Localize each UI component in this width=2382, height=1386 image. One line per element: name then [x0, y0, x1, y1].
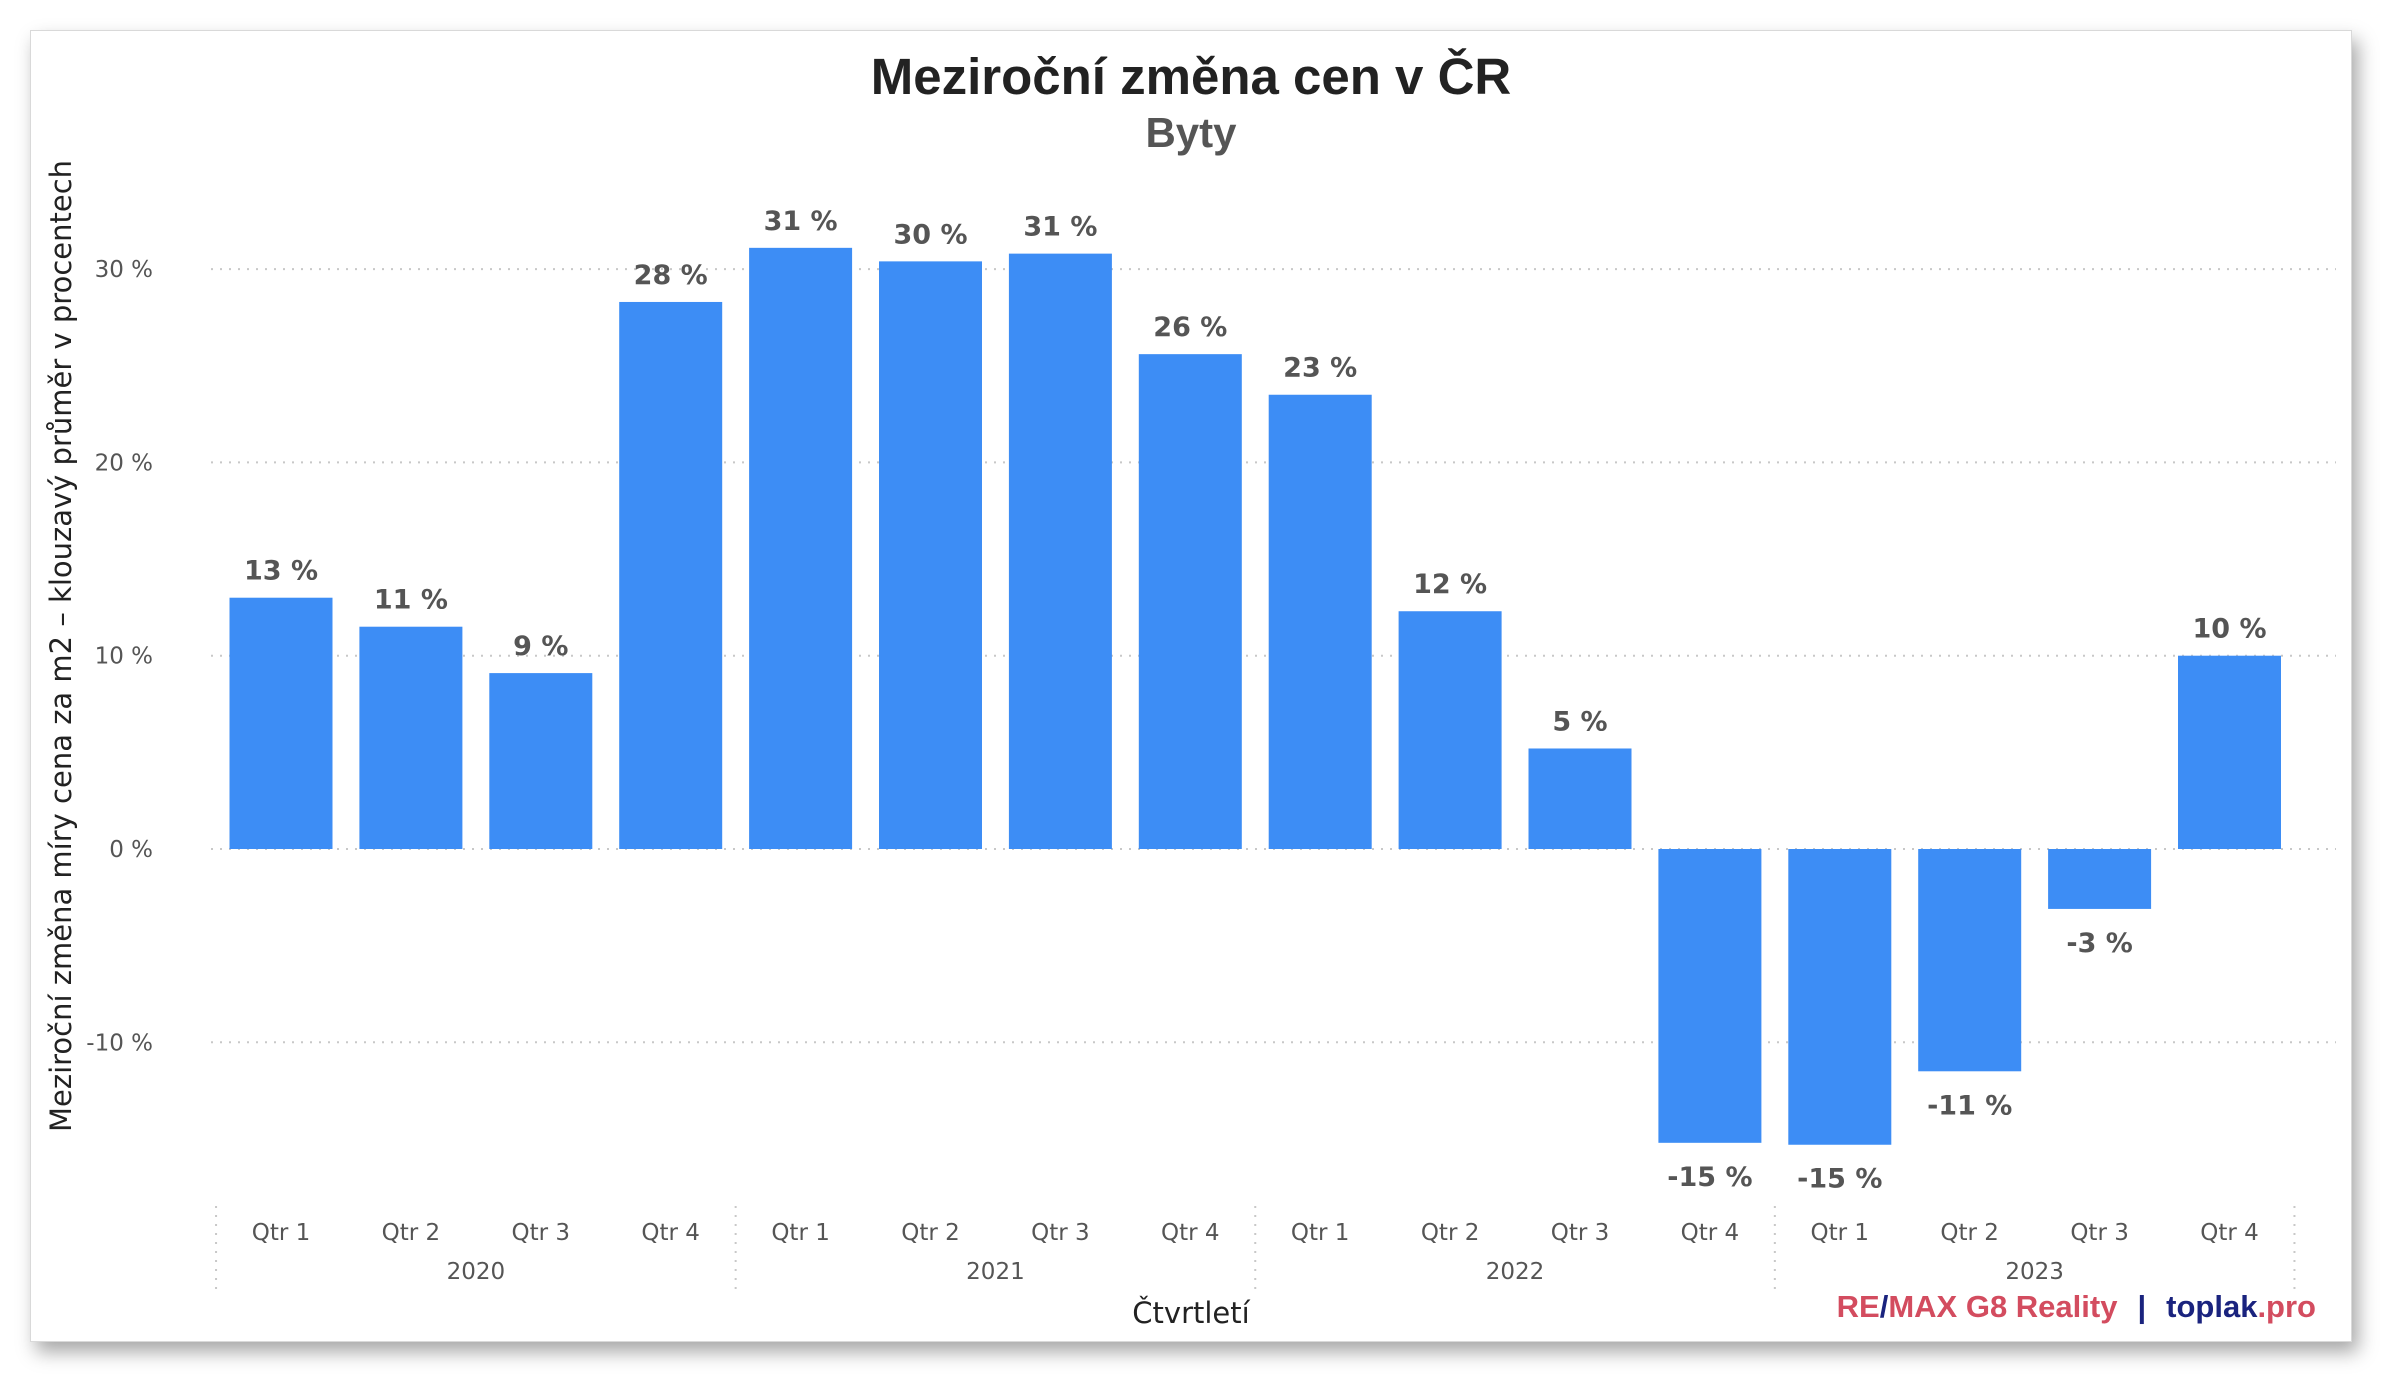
- data-label: 30 %: [893, 219, 967, 250]
- data-labels: 13 % 11 % 9 % 28 % 31 % 30 % 31 % 26 % 23 % 12 % 5…: [244, 206, 2267, 1195]
- chart-title: Meziroční změna cen v ČR: [871, 47, 1512, 105]
- data-label: 13 %: [244, 556, 318, 587]
- bar[interactable]: [1138, 354, 1242, 849]
- bar[interactable]: [1918, 849, 2022, 1072]
- bars: [229, 247, 2281, 1145]
- x-tick-quarter: Qtr 3: [512, 1220, 571, 1246]
- data-label: 31 %: [764, 206, 838, 237]
- bar-chart: Meziroční změna cen v ČR Byty 30 % 20 % 10…: [44, 47, 2336, 1330]
- data-label: 23 %: [1283, 353, 1357, 384]
- data-label: 11 %: [374, 585, 448, 616]
- x-tick-quarter: Qtr 2: [901, 1220, 960, 1246]
- x-tick-quarter: Qtr 1: [771, 1220, 830, 1246]
- bar[interactable]: [1658, 849, 1762, 1143]
- bar[interactable]: [229, 597, 333, 849]
- x-tick-quarter: Qtr 3: [1031, 1220, 1090, 1246]
- y-tick-label: 0 %: [109, 837, 153, 863]
- y-axis-title: Meziroční změna míry cena za m2 – klouza…: [44, 160, 78, 1132]
- bar[interactable]: [359, 626, 463, 849]
- data-label: -15 %: [1667, 1162, 1752, 1193]
- y-tick-label: 30 %: [95, 257, 153, 283]
- bar[interactable]: [879, 261, 982, 849]
- x-tick-quarter: Qtr 4: [641, 1220, 700, 1246]
- x-tick-year: 2022: [1486, 1259, 1545, 1285]
- bar[interactable]: [1788, 849, 1892, 1145]
- data-label: 26 %: [1153, 312, 1227, 343]
- bar[interactable]: [619, 301, 723, 849]
- x-tick-year: 2023: [2005, 1259, 2064, 1285]
- bar[interactable]: [749, 247, 853, 849]
- data-label: 9 %: [513, 631, 568, 662]
- bar[interactable]: [1528, 748, 1632, 849]
- x-tick-quarter: Qtr 2: [1421, 1220, 1480, 1246]
- x-tick-quarter: Qtr 4: [1161, 1220, 1220, 1246]
- bar[interactable]: [1268, 394, 1372, 849]
- x-tick-quarter: Qtr 4: [2200, 1220, 2259, 1246]
- y-tick-label: -10 %: [86, 1030, 153, 1056]
- x-tick-quarter: Qtr 3: [1551, 1220, 1610, 1246]
- x-tick-quarter: Qtr 3: [2070, 1220, 2129, 1246]
- credit-remax-re: RE: [1837, 1289, 1880, 1324]
- data-label: -3 %: [2066, 928, 2132, 959]
- x-tick-quarter: Qtr 1: [1811, 1220, 1870, 1246]
- x-tick-year: 2021: [966, 1259, 1025, 1285]
- x-axis-title: Čtvrtletí: [1132, 1296, 1250, 1330]
- bar[interactable]: [489, 673, 593, 849]
- x-axis: Qtr 1 Qtr 2 Qtr 3 Qtr 4 Qtr 1 Qtr 2 Qtr 3 Qtr 4…: [215, 1206, 2296, 1293]
- chart-subtitle: Byty: [1145, 109, 1237, 156]
- y-tick-label: 10 %: [95, 644, 153, 670]
- bar[interactable]: [1008, 253, 1112, 850]
- credit-line: RE/MAX G8 Reality | toplak.pro: [1837, 1289, 2316, 1324]
- y-axis-ticks: 30 % 20 % 10 % 0 % -10 %: [86, 257, 153, 1056]
- bar[interactable]: [2178, 655, 2281, 849]
- y-tick-label: 20 %: [95, 450, 153, 476]
- credit-toplak: toplak: [2166, 1289, 2258, 1324]
- data-label: -15 %: [1797, 1164, 1882, 1195]
- credit-remax-rest: MAX G8 Reality: [1888, 1289, 2118, 1324]
- data-label: 12 %: [1413, 569, 1487, 600]
- x-tick-quarter: Qtr 2: [382, 1220, 441, 1246]
- chart-card: Meziroční změna cen v ČR Byty 30 % 20 % 10…: [30, 30, 2352, 1342]
- data-label: 10 %: [2192, 614, 2266, 645]
- data-label: 31 %: [1023, 212, 1097, 243]
- credit-remax-slash: /: [1880, 1289, 1889, 1324]
- bar[interactable]: [1398, 611, 1502, 849]
- credit-toplak-ext: .pro: [2257, 1289, 2316, 1324]
- credit-separator: |: [2137, 1289, 2146, 1324]
- data-label: 28 %: [634, 260, 708, 291]
- x-tick-year: 2020: [447, 1259, 506, 1285]
- x-tick-quarter: Qtr 2: [1940, 1220, 1999, 1246]
- data-label: 5 %: [1552, 706, 1607, 737]
- data-label: -11 %: [1927, 1090, 2012, 1121]
- bar[interactable]: [2048, 849, 2152, 909]
- x-tick-quarter: Qtr 4: [1681, 1220, 1740, 1246]
- x-tick-quarter: Qtr 1: [1291, 1220, 1350, 1246]
- x-tick-quarter: Qtr 1: [252, 1220, 311, 1246]
